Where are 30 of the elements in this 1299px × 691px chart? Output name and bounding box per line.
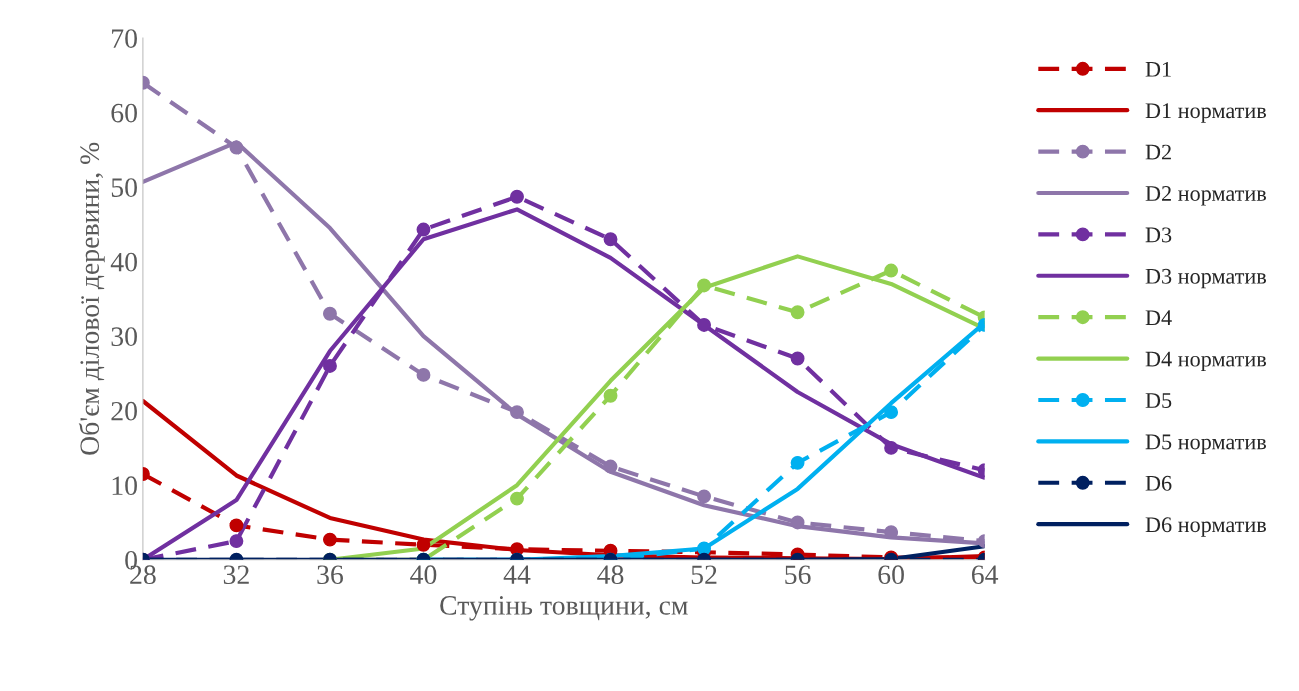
y-tick-label: 20 bbox=[111, 401, 137, 421]
y-tick-label: 70 bbox=[112, 29, 137, 48]
y-axis-title: Об'єм ділової деревини, % bbox=[78, 142, 105, 455]
y-tick-label: 10 bbox=[112, 476, 137, 496]
legend-label: D5 bbox=[1145, 393, 1172, 408]
x-tick-label: 36 bbox=[317, 565, 344, 585]
x-tick-label: 40 bbox=[410, 565, 437, 585]
legend-label: D6 bbox=[1145, 475, 1172, 491]
x-tick-label: 32 bbox=[223, 565, 249, 585]
x-tick-label: 60 bbox=[878, 565, 904, 585]
y-tick-label: 30 bbox=[111, 327, 137, 347]
legend-label: D4 норматив bbox=[1145, 351, 1267, 372]
legend-label: D3 норматив bbox=[1145, 268, 1267, 289]
x-tick-label: 48 bbox=[597, 565, 624, 585]
legend-label: D3 bbox=[1145, 227, 1172, 243]
x-tick-label: 64 bbox=[971, 565, 999, 585]
legend-label: D4 bbox=[1145, 310, 1172, 326]
legend-label: D2 bbox=[1145, 144, 1171, 160]
y-tick-label: 40 bbox=[110, 252, 137, 272]
legend-label: D1 bbox=[1145, 61, 1171, 77]
y-tick-label: 60 bbox=[111, 103, 137, 123]
x-tick-label: 56 bbox=[785, 565, 811, 585]
legend-label: D1 норматив bbox=[1145, 103, 1267, 123]
x-axis-title: Ступінь товщини, см bbox=[440, 596, 688, 621]
legend-label: D5 норматив bbox=[1145, 434, 1267, 454]
legend-label: D6 норматив bbox=[1145, 517, 1267, 537]
legend-label: D2 норматив bbox=[1145, 186, 1267, 206]
x-tick-label: 44 bbox=[503, 565, 531, 584]
x-tick-label: 52 bbox=[691, 565, 717, 585]
y-tick-label: 50 bbox=[111, 178, 137, 197]
